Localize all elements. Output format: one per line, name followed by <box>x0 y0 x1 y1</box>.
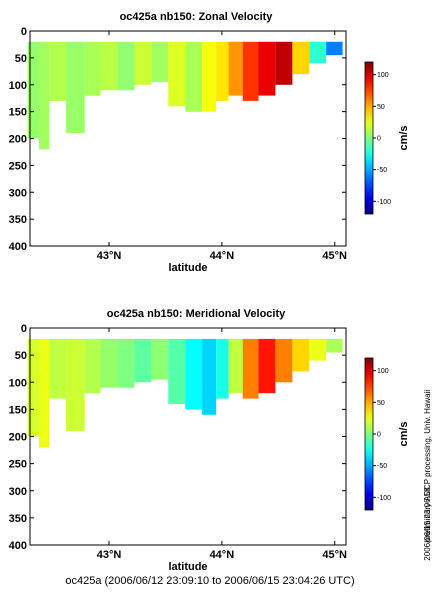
colorbar-tick-label: 50 <box>377 400 385 407</box>
colorbar-tick-label: 100 <box>377 72 389 79</box>
x-axis-label: latitude <box>168 262 207 274</box>
velocity-profile-cell <box>202 338 217 415</box>
velocity-profile-cell <box>228 41 243 96</box>
y-tick-label: 250 <box>9 160 27 172</box>
colorbar-tick-label: -50 <box>377 463 387 470</box>
velocity-profile-cell <box>326 338 343 353</box>
y-tick-label: 400 <box>9 540 27 552</box>
x-axis-label: latitude <box>168 561 207 573</box>
velocity-profile-cell <box>242 338 259 399</box>
velocity-profile-cell <box>134 41 152 85</box>
y-tick-label: 0 <box>21 26 27 38</box>
velocity-profile-cell <box>39 338 50 448</box>
y-tick-label: 0 <box>21 323 27 335</box>
velocity-profile-cell <box>326 41 343 56</box>
y-tick-label: 200 <box>9 134 27 146</box>
velocity-profiles <box>27 41 343 150</box>
velocity-profiles <box>27 338 343 448</box>
velocity-profile-cell <box>27 41 39 139</box>
y-tick-label: 150 <box>9 404 27 416</box>
x-tick-label: 43°N <box>97 549 122 561</box>
velocity-profile-cell <box>49 338 67 399</box>
velocity-profile-cell <box>100 338 118 388</box>
y-tick-label: 300 <box>9 486 27 498</box>
processing-note: preliminary ADCP processing, Univ. Hawai… <box>423 390 432 542</box>
velocity-profile-cell <box>275 338 293 383</box>
velocity-profile-cell <box>216 338 229 399</box>
colorbar-tick-label: 0 <box>377 136 381 143</box>
y-tick-label: 150 <box>9 107 27 119</box>
y-tick-label: 250 <box>9 459 27 471</box>
y-tick-label: 100 <box>9 80 27 92</box>
colorbar-tick-label: 50 <box>377 104 385 111</box>
y-tick-label: 100 <box>9 377 27 389</box>
x-tick-label: 44°N <box>210 549 235 561</box>
timestamp-note: 2006/06/15 23:06:58 <box>423 487 432 561</box>
velocity-profile-cell <box>168 338 186 404</box>
colorbar <box>364 357 374 511</box>
velocity-profile-cell <box>84 41 101 96</box>
velocity-profile-cell <box>66 41 85 134</box>
velocity-profile-cell <box>117 338 135 388</box>
x-tick-label: 43°N <box>97 250 122 262</box>
y-tick-label: 50 <box>15 53 27 65</box>
velocity-profile-cell <box>309 41 327 64</box>
x-tick-label: 45°N <box>322 250 347 262</box>
velocity-profile-cell <box>185 41 203 112</box>
colorbar-tick-label: -50 <box>377 167 387 174</box>
y-tick-label: 400 <box>9 241 27 253</box>
meridional-velocity-panel: oc425a nb150: Meridional Velocity 0 50 100 1… <box>9 308 410 573</box>
chart-title: oc425a nb150: Zonal Velocity <box>120 11 274 23</box>
y-tick-label: 350 <box>9 214 27 226</box>
velocity-profile-cell <box>151 338 169 380</box>
colorbar-tick-label: 100 <box>377 368 389 375</box>
velocity-profile-cell <box>242 41 259 101</box>
chart-title: oc425a nb150: Meridional Velocity <box>107 308 286 320</box>
y-tick-label: 350 <box>9 513 27 525</box>
y-tick-label: 300 <box>9 187 27 199</box>
velocity-profile-cell <box>134 338 152 383</box>
velocity-profile-cell <box>168 41 186 107</box>
velocity-profile-cell <box>49 41 67 101</box>
x-tick-label: 45°N <box>322 549 347 561</box>
x-tick-label: 44°N <box>210 250 235 262</box>
velocity-profile-cell <box>258 338 276 394</box>
velocity-profile-cell <box>309 338 327 361</box>
zonal-velocity-panel: oc425a nb150: Zonal Velocity 0 50 100 150 200… <box>9 11 410 274</box>
velocity-profile-cell <box>228 338 243 394</box>
velocity-profile-cell <box>27 338 39 437</box>
velocity-profile-cell <box>185 338 203 410</box>
velocity-profile-cell <box>84 338 101 394</box>
footer-time-range: oc425a (2006/06/12 23:09:10 to 2006/06/1… <box>65 575 354 587</box>
y-tick-label: 50 <box>15 350 27 362</box>
colorbar-tick-label: -100 <box>377 199 391 206</box>
colorbar-tick-label: -100 <box>377 495 391 502</box>
colorbar-label: cm/s <box>398 125 410 150</box>
y-tick-label: 200 <box>9 432 27 444</box>
velocity-profile-cell <box>292 41 310 75</box>
velocity-profile-cell <box>117 41 135 91</box>
velocity-profile-cell <box>151 41 169 83</box>
velocity-profile-cell <box>39 41 50 150</box>
velocity-profile-cell <box>202 41 217 112</box>
colorbar-label: cm/s <box>398 421 410 446</box>
velocity-profile-cell <box>292 338 310 372</box>
colorbar-tick-label: 0 <box>377 432 381 439</box>
velocity-profile-cell <box>100 41 118 91</box>
velocity-profile-cell <box>275 41 293 85</box>
colorbar <box>364 61 374 215</box>
velocity-profile-cell <box>258 41 276 96</box>
velocity-profile-cell <box>66 338 85 432</box>
velocity-profile-cell <box>216 41 229 101</box>
